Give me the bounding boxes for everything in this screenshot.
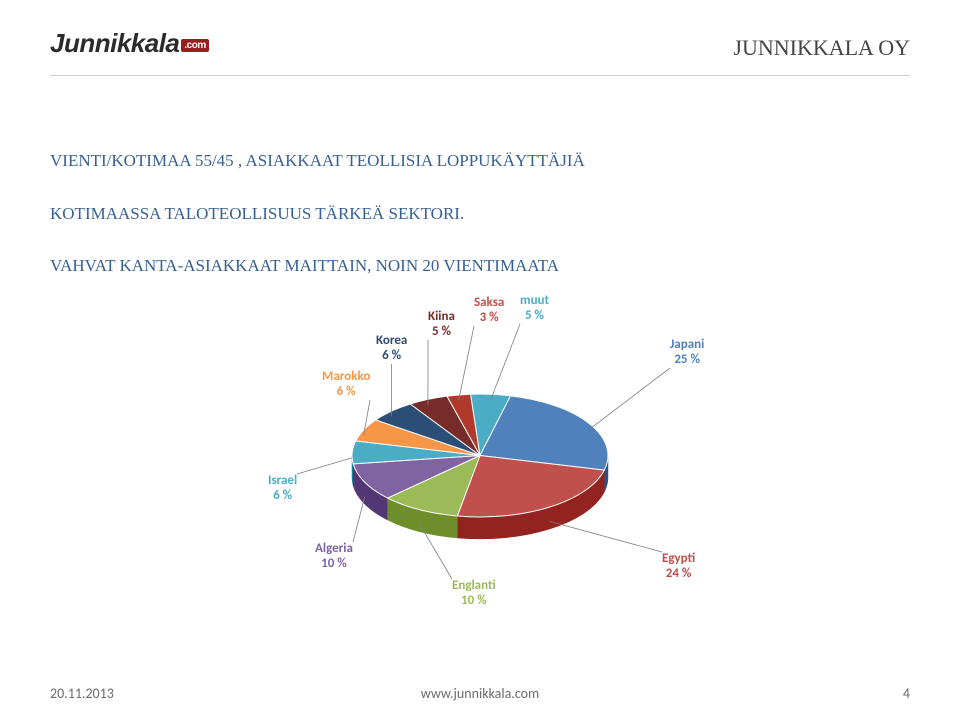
header-divider [50, 75, 910, 76]
logo: Junnikkala.com [50, 28, 209, 63]
header: Junnikkala.com JUNNIKKALA OY [50, 28, 910, 63]
logo-text: Junnikkala [50, 28, 179, 58]
pie-chart: Saksa3 %muut5 %Japani25 %Egypti24 %Engla… [190, 304, 770, 634]
slice-label-marokko: Marokko6 % [322, 370, 370, 400]
slide-page: Junnikkala.com JUNNIKKALA OY VIENTI/KOTI… [0, 0, 960, 720]
slice-label-muut: muut5 % [520, 294, 549, 324]
slice-label-englanti: Englanti10 % [452, 579, 496, 609]
pie-canvas-wrap [348, 390, 612, 548]
body-line-2: KOTIMAASSA TALOTEOLLISUUS TÄRKEÄ SEKTORI… [50, 199, 910, 230]
pie-svg [348, 390, 612, 543]
body-line-1: VIENTI/KOTIMAA 55/45 , ASIAKKAAT TEOLLIS… [50, 146, 910, 177]
footer-page: 4 [903, 685, 910, 702]
body-line-3: VAHVAT KANTA-ASIAKKAAT MAITTAIN, NOIN 20… [50, 251, 910, 282]
slice-label-saksa: Saksa3 % [474, 296, 504, 326]
slice-label-kiina: Kiina5 % [428, 310, 455, 340]
slice-label-korea: Korea6 % [376, 334, 407, 364]
slice-label-algeria: Algeria10 % [315, 542, 353, 572]
footer-date: 20.11.2013 [50, 685, 114, 702]
slice-label-israel: Israel6 % [268, 474, 297, 504]
slice-label-japani: Japani25 % [670, 338, 704, 368]
footer-url: www.junnikkala.com [421, 685, 539, 702]
logo-suffix: .com [181, 39, 208, 52]
footer: 20.11.2013 www.junnikkala.com 4 [50, 685, 910, 702]
company-name: JUNNIKKALA OY [733, 35, 910, 63]
body-text: VIENTI/KOTIMAA 55/45 , ASIAKKAAT TEOLLIS… [50, 146, 910, 282]
slice-label-egypti: Egypti24 % [662, 552, 695, 582]
